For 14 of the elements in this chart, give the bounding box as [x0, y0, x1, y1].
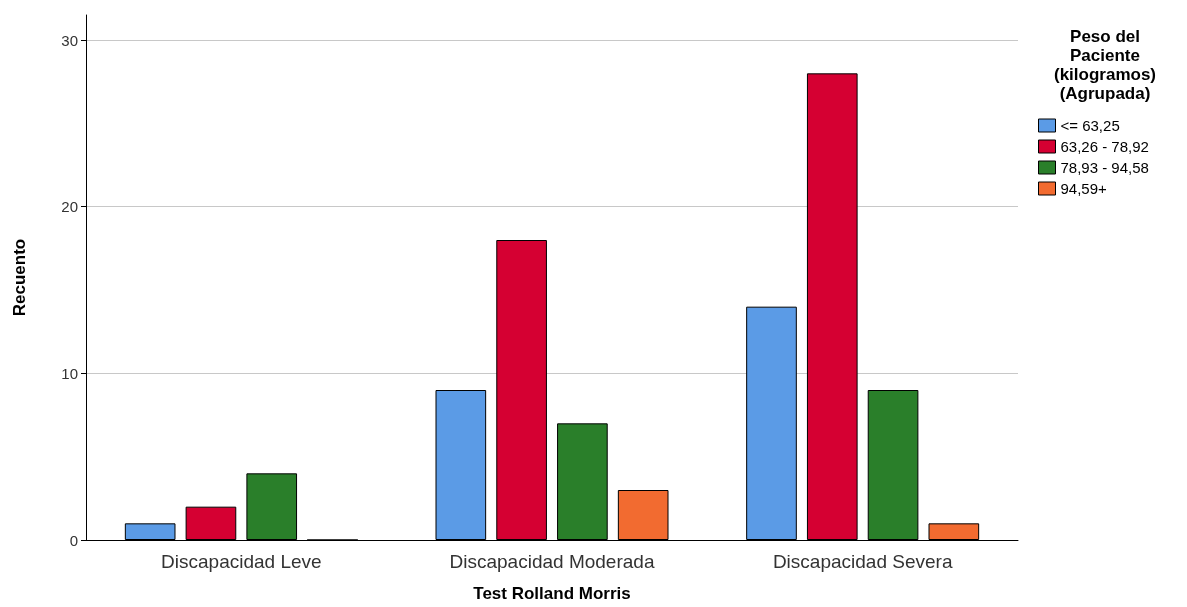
legend-label: 94,59+: [1060, 180, 1108, 197]
x-tick-label: Discapacidad Leve: [161, 551, 322, 572]
y-axis-title: Recuento: [10, 238, 29, 317]
y-tick-label: 30: [61, 31, 78, 49]
y-tick-label: 0: [69, 531, 78, 549]
legend-label: 63,26 - 78,92: [1060, 138, 1149, 155]
y-tick-label: 10: [61, 364, 78, 382]
y-tick-label: 20: [61, 198, 78, 216]
legend-label: 78,93 - 94,58: [1060, 159, 1149, 176]
x-axis-title: Test Rolland Morris: [473, 584, 631, 603]
legend-title: Peso del Paciente (kilogramos) (Agrupada): [1053, 27, 1157, 103]
legend-label: <= 63,25: [1060, 117, 1120, 134]
x-tick-label: Discapacidad Moderada: [449, 551, 655, 572]
x-tick-label: Discapacidad Severa: [772, 551, 953, 572]
